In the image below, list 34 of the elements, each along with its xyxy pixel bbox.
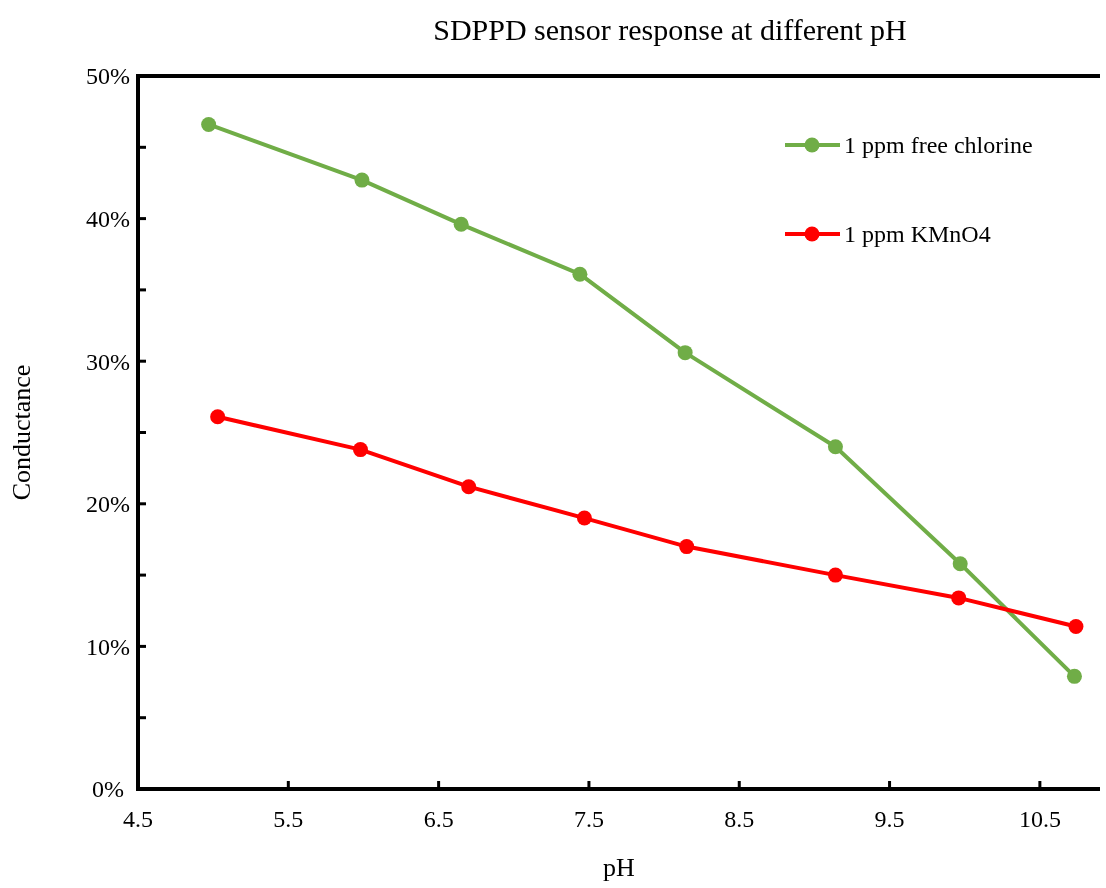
point bbox=[461, 479, 477, 495]
point bbox=[210, 409, 226, 425]
point bbox=[572, 266, 588, 282]
y-tick-label: 30% bbox=[86, 348, 130, 375]
x-tick-label: 5.5 bbox=[273, 806, 304, 832]
x-tick-label: 8.5 bbox=[724, 806, 755, 832]
y-tick-label: 10% bbox=[86, 633, 130, 660]
point bbox=[952, 556, 968, 572]
point bbox=[201, 116, 217, 132]
x-tick-label: 9.5 bbox=[874, 806, 905, 832]
y-tick-label: 0% bbox=[92, 776, 124, 803]
legend-label: 1 ppm KMnO4 bbox=[844, 221, 991, 248]
x-tick-label: 4.5 bbox=[123, 806, 153, 832]
x-tick-label: 10.5 bbox=[1018, 806, 1061, 832]
y-tick-label: 20% bbox=[86, 491, 130, 518]
point bbox=[827, 439, 843, 455]
y-axis-title: Conductance bbox=[7, 364, 36, 501]
y-tick-label: 40% bbox=[86, 206, 130, 232]
chart-title: SDPPD sensor response at different pH bbox=[433, 13, 907, 46]
point bbox=[354, 172, 370, 188]
x-axis-title: pH bbox=[603, 853, 636, 882]
point bbox=[1066, 668, 1082, 684]
point bbox=[951, 590, 967, 606]
point bbox=[352, 442, 368, 458]
x-tick-label: 6.5 bbox=[423, 806, 454, 832]
y-tick-label: 50% bbox=[86, 63, 130, 90]
point bbox=[1068, 618, 1084, 634]
legend-label: 1 ppm free chlorine bbox=[844, 132, 1033, 159]
point bbox=[677, 345, 693, 361]
point bbox=[827, 567, 843, 583]
point bbox=[679, 539, 695, 555]
point bbox=[576, 510, 592, 526]
x-tick-label: 7.5 bbox=[573, 806, 604, 832]
point bbox=[453, 216, 469, 232]
